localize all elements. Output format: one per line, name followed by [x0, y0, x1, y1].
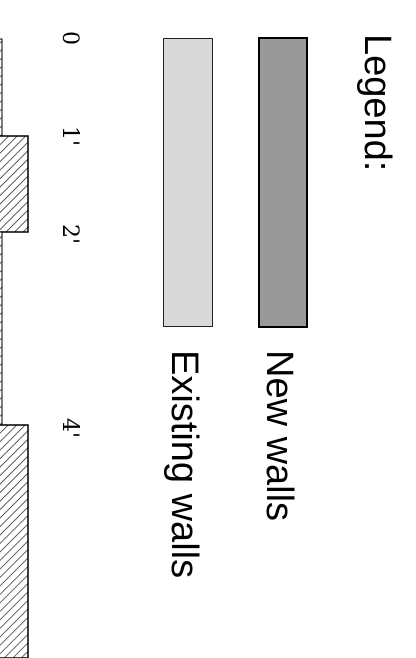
scale-segment-0-1	[0, 38, 3, 137]
scale-tick-2: 2'	[57, 224, 82, 245]
scale-bar	[0, 38, 29, 658]
new-walls-label: New walls	[258, 350, 300, 522]
legend-title: Legend:	[356, 34, 398, 172]
scale-tick-1: 1'	[57, 126, 82, 147]
scale-segment-2-4	[0, 231, 3, 426]
new-walls-swatch	[258, 37, 308, 328]
existing-walls-swatch	[163, 38, 213, 327]
existing-walls-label: Existing walls	[163, 350, 205, 579]
scale-segment-1-2	[0, 135, 29, 233]
scale-tick-4: 4'	[57, 418, 82, 439]
scale-segment-4-6	[0, 424, 29, 658]
scale-tick-0: 0	[57, 31, 82, 45]
